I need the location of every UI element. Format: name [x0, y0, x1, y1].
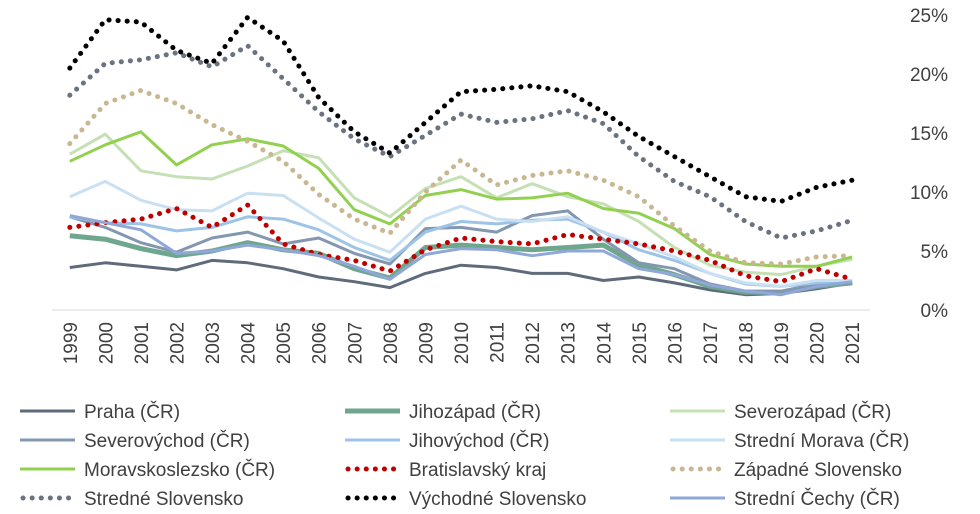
- x-tick-label: 2010: [452, 322, 473, 364]
- y-tick-label: 15%: [910, 124, 948, 145]
- chart-series-lines: [67, 14, 855, 297]
- x-tick-label: 2016: [665, 322, 686, 364]
- legend-label: Severovýchod (ČR): [84, 430, 250, 452]
- x-tick-label: 2007: [345, 322, 366, 364]
- legend-label: Moravskoslezsko (ČR): [84, 459, 275, 481]
- x-tick-label: 2003: [203, 322, 224, 364]
- legend-label: Stredné Slovensko: [84, 489, 244, 510]
- legend-label: Východné Slovensko: [409, 489, 586, 510]
- legend-label: Jihozápad (ČR): [409, 401, 541, 423]
- y-axis: 0% 5% 10% 15% 20% 25%: [910, 6, 948, 322]
- y-tick-label: 0%: [921, 301, 949, 322]
- legend-label: Strední Čechy (ČR): [734, 488, 900, 510]
- legend-label: Západné Slovensko: [734, 460, 902, 481]
- x-tick-label: 2000: [96, 322, 117, 364]
- x-tick-label: 2005: [274, 322, 295, 364]
- x-tick-label: 2004: [239, 322, 260, 365]
- series-line: [69, 214, 853, 297]
- x-tick-label: 2018: [737, 322, 758, 364]
- x-tick-label: 2012: [523, 322, 544, 364]
- series-line: [69, 258, 853, 297]
- legend-label: Severozápad (ČR): [734, 401, 891, 423]
- x-tick-label: 2011: [488, 322, 509, 363]
- x-tick-label: 2020: [808, 322, 829, 364]
- chart-legend: Praha (ČR) Jihozápad (ČR) Severozápad (ČR)…: [20, 401, 909, 510]
- y-tick-label: 20%: [910, 65, 948, 86]
- y-tick-label: 10%: [910, 183, 948, 204]
- x-tick-label: 2015: [630, 322, 651, 364]
- x-tick-label: 2002: [167, 322, 188, 364]
- legend-label: Praha (ČR): [84, 401, 180, 423]
- x-tick-label: 2008: [381, 322, 402, 364]
- x-tick-label: 2001: [132, 322, 153, 364]
- series-line: [67, 202, 855, 285]
- x-tick-label: 2014: [594, 322, 615, 365]
- x-tick-label: 2019: [772, 322, 793, 364]
- series-line: [69, 130, 853, 268]
- legend-label: Bratislavský kraj: [409, 460, 546, 481]
- x-tick-label: 2009: [416, 322, 437, 364]
- x-tick-label: 2006: [310, 322, 331, 364]
- series-line: [67, 14, 855, 204]
- y-tick-label: 25%: [910, 6, 948, 27]
- x-tick-label: 2017: [701, 322, 722, 364]
- x-tick-label: 1999: [61, 322, 82, 364]
- legend-label: Jihovýchod (ČR): [409, 430, 549, 452]
- series-line: [69, 179, 853, 288]
- x-tick-label: 2021: [843, 322, 864, 364]
- y-tick-label: 5%: [921, 242, 949, 263]
- legend-label: Strední Morava (ČR): [734, 430, 909, 452]
- series-line: [67, 88, 855, 267]
- series-line: [67, 43, 855, 241]
- x-tick-label: 2013: [559, 322, 580, 364]
- x-axis: 1999 2000 2001 2002 2003 2004 2005 2006 2007 2008…: [61, 322, 864, 365]
